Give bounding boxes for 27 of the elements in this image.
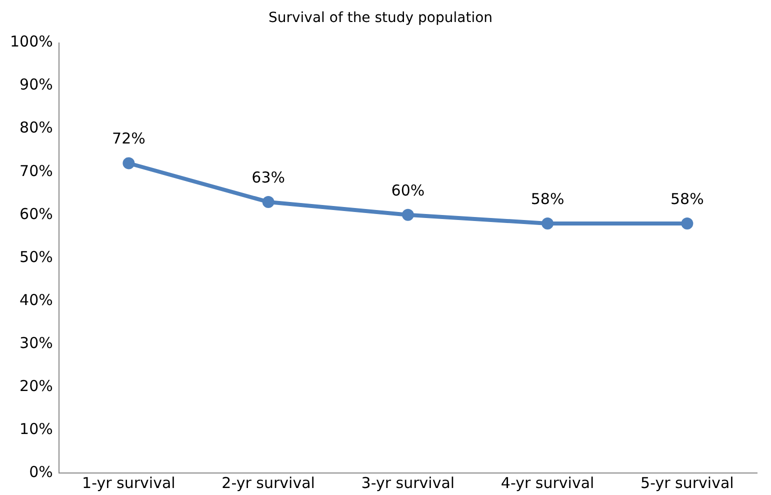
x-tick-label: 2-yr survival	[222, 474, 315, 492]
point	[542, 217, 554, 230]
point	[681, 217, 694, 230]
y-tick-label: 60%	[20, 204, 53, 223]
y-tick-label: 10%	[20, 420, 53, 438]
x-tick-label: 1-yr survival	[82, 474, 176, 492]
x-tick-label: 3-yr survival	[361, 474, 455, 492]
y-tick-label: 20%	[20, 376, 53, 395]
chart-title: Survival of the study population	[268, 10, 493, 26]
data-label: 58%	[530, 190, 564, 208]
x-tick-label: 4-yr survival	[500, 474, 594, 492]
x-tick-label: 5-yr survival	[640, 474, 734, 492]
data-label: 58%	[670, 190, 704, 208]
y-tick-label: 80%	[20, 118, 53, 137]
y-tick-label: 0%	[29, 462, 53, 481]
y-tick-label: 70%	[20, 162, 53, 180]
point	[262, 196, 274, 208]
data-label: 63%	[252, 168, 285, 186]
y-tick-label: 90%	[20, 76, 53, 94]
y-tick-label: 40%	[20, 290, 53, 309]
data-label: 60%	[391, 181, 425, 200]
y-tick-label: 100%	[10, 32, 53, 51]
data-label: 72%	[112, 130, 146, 148]
point	[122, 157, 135, 170]
point	[402, 208, 414, 221]
y-tick-label: 30%	[20, 334, 53, 352]
y-tick-label: 50%	[20, 248, 53, 266]
